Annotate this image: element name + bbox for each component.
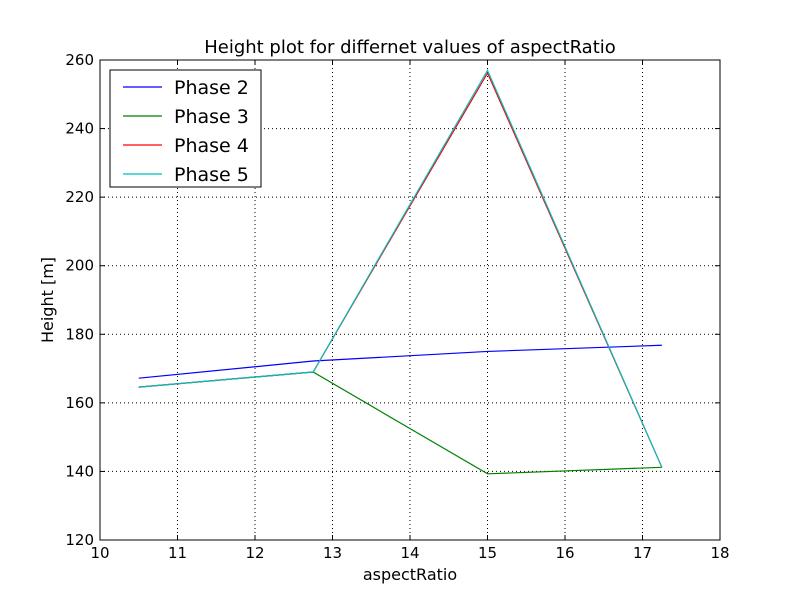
x-tick-label: 16 [555, 544, 574, 562]
legend-label-phase-5: Phase 5 [174, 164, 249, 186]
legend-label-phase-4: Phase 4 [174, 135, 249, 157]
x-tick-label: 10 [90, 544, 109, 562]
series-line-phase-2 [138, 344, 662, 379]
legend-label-phase-3: Phase 3 [174, 106, 249, 128]
y-tick-label: 260 [65, 51, 94, 69]
x-tick-label: 12 [245, 544, 264, 562]
y-tick-label: 180 [65, 325, 94, 343]
x-axis-label: aspectRatio [363, 565, 457, 584]
x-tick-label: 11 [168, 544, 187, 562]
x-tick-label: 14 [400, 544, 419, 562]
series-line-phase-5 [138, 68, 663, 468]
y-tick-label: 120 [65, 531, 94, 549]
series-lines [138, 68, 663, 475]
x-tick-label: 15 [478, 544, 497, 562]
chart-title: Height plot for differnet values of aspe… [204, 37, 616, 58]
x-tick-label: 13 [323, 544, 342, 562]
y-tick-label: 240 [65, 120, 94, 138]
y-tick-label: 140 [65, 462, 94, 480]
x-tick-label: 17 [633, 544, 652, 562]
y-tick-label: 200 [65, 257, 94, 275]
y-tick-label: 160 [65, 394, 94, 412]
y-axis-label: Height [m] [38, 257, 57, 343]
x-tick-label: 18 [710, 544, 729, 562]
series-line-phase-3 [138, 371, 662, 475]
y-tick-label: 220 [65, 188, 94, 206]
legend-label-phase-2: Phase 2 [174, 77, 249, 99]
axis-ticks: 10 11 12 13 14 15 16 17 18 120 140 160 180 200 220 240 2… [65, 51, 729, 562]
legend: Phase 2 Phase 3 Phase 4 Phase 5 [109, 69, 262, 188]
legend-box [109, 69, 262, 188]
